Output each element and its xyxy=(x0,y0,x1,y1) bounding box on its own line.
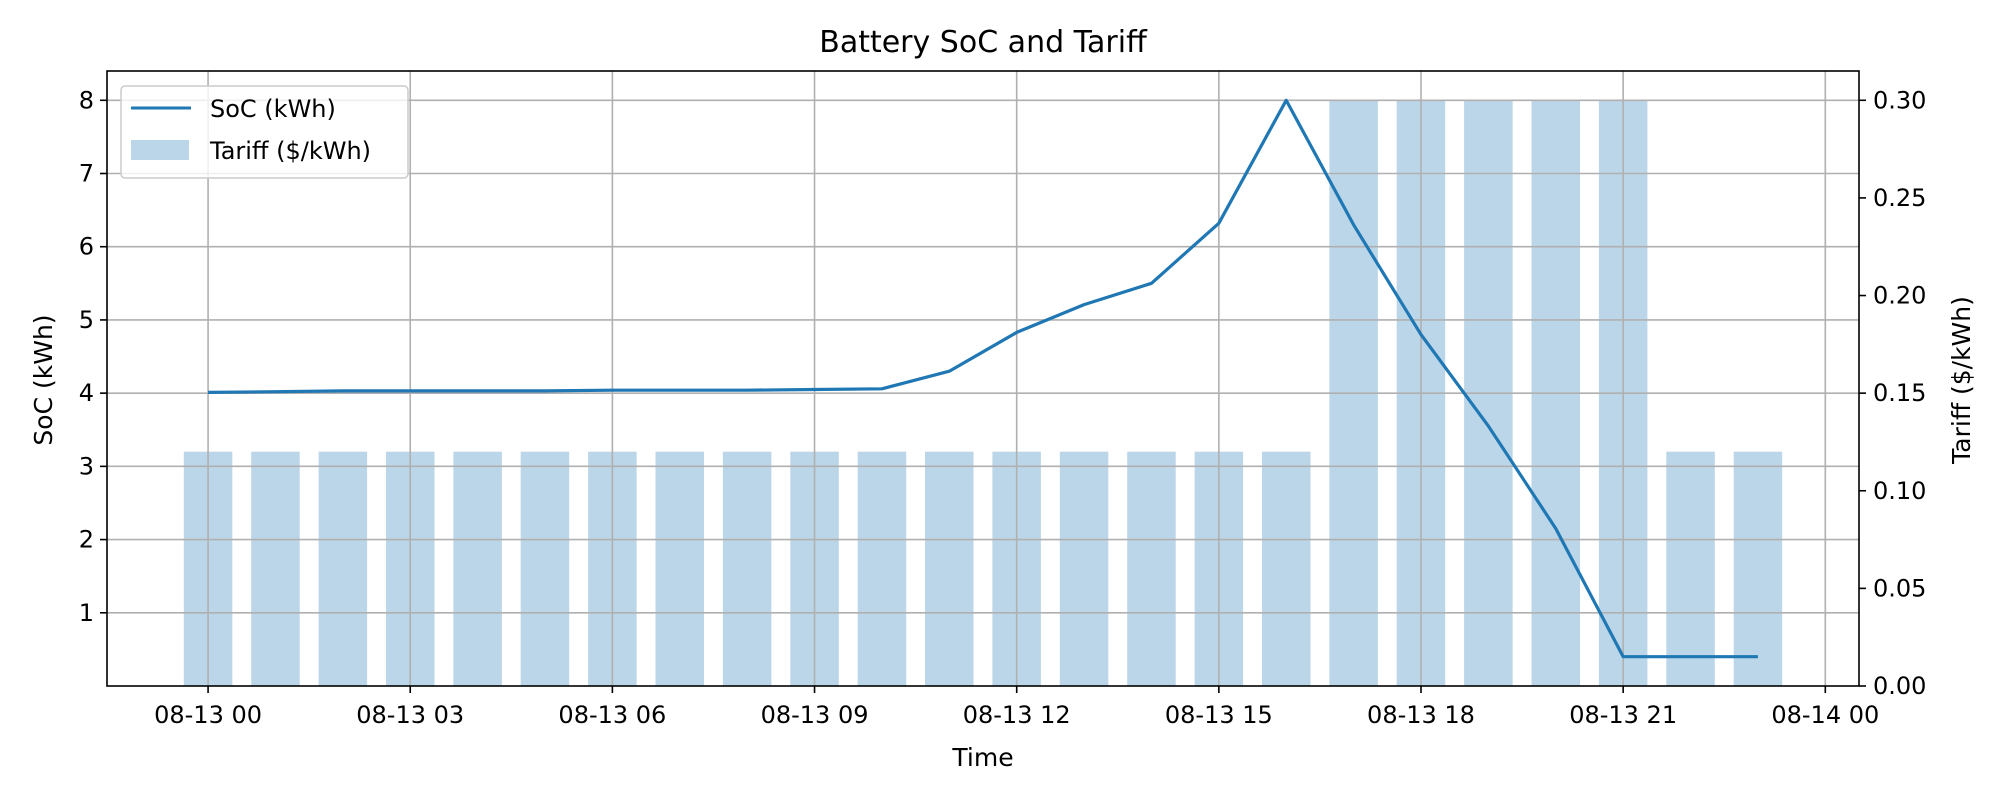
legend-tariff-swatch xyxy=(131,140,189,160)
tariff-bar xyxy=(722,451,772,686)
x-axis-label: Time xyxy=(951,743,1013,772)
y-axis-left-label: SoC (kWh) xyxy=(29,314,58,445)
x-tick-label: 08-13 18 xyxy=(1367,701,1475,729)
y-right-tick-label: 0.15 xyxy=(1873,379,1926,407)
x-tick-label: 08-13 12 xyxy=(963,701,1071,729)
tariff-bar xyxy=(1733,451,1783,686)
legend-tariff-label: Tariff ($/kWh) xyxy=(209,137,371,165)
x-tick-label: 08-13 00 xyxy=(154,701,262,729)
y-right-tick-label: 0.20 xyxy=(1873,282,1926,310)
y-right-tick-label: 0.05 xyxy=(1873,574,1926,602)
plot-frame xyxy=(106,70,1860,687)
soc-line xyxy=(208,98,1758,659)
y-right-tick-label: 0.30 xyxy=(1873,86,1926,114)
axes: 08-13 00 08-13 03 08-13 06 08-13 09 08-13 12… xyxy=(79,70,1926,729)
tariff-bar xyxy=(1666,451,1715,686)
x-tick-label: 08-13 06 xyxy=(558,701,666,729)
y-right-tick-label: 0.10 xyxy=(1873,477,1926,505)
y-left-tick-label: 4 xyxy=(79,379,94,407)
tariff-bar xyxy=(453,451,502,686)
x-tick-label: 08-13 21 xyxy=(1569,701,1677,729)
chart-title: Battery SoC and Tariff xyxy=(819,25,1148,60)
tariff-bar xyxy=(655,451,704,686)
tariff-bar xyxy=(857,451,907,686)
x-tick-label: 08-14 00 xyxy=(1771,701,1879,729)
y-left-tick-label: 7 xyxy=(79,160,94,188)
y-axis-right-label: Tariff ($/kWh) xyxy=(1947,296,1976,465)
tariff-bar xyxy=(318,451,368,686)
y-left-tick-label: 3 xyxy=(79,452,94,480)
tariff-bar xyxy=(925,451,974,686)
legend-soc-label: SoC (kWh) xyxy=(210,95,336,123)
legend: SoC (kWh) Tariff ($/kWh) xyxy=(120,85,409,179)
y-left-tick-label: 1 xyxy=(79,599,94,627)
tariff-bar xyxy=(520,451,570,686)
x-tick-label: 08-13 03 xyxy=(356,701,464,729)
tariff-bar xyxy=(251,451,300,686)
x-tick-label: 08-13 15 xyxy=(1165,701,1273,729)
y-right-tick-label: 0.25 xyxy=(1873,184,1926,212)
x-tick-label: 08-13 09 xyxy=(761,701,869,729)
y-left-tick-label: 2 xyxy=(79,526,94,554)
tariff-bar xyxy=(1127,451,1176,686)
tariff-bar xyxy=(1262,451,1311,686)
y-left-tick-label: 5 xyxy=(79,306,94,334)
soc-line-layer xyxy=(208,98,1758,659)
y-left-tick-label: 6 xyxy=(79,233,94,261)
y-right-tick-label: 0.00 xyxy=(1873,672,1926,700)
legend-box xyxy=(120,85,409,179)
y-left-tick-label: 8 xyxy=(79,86,94,114)
tariff-bar xyxy=(1059,451,1109,686)
